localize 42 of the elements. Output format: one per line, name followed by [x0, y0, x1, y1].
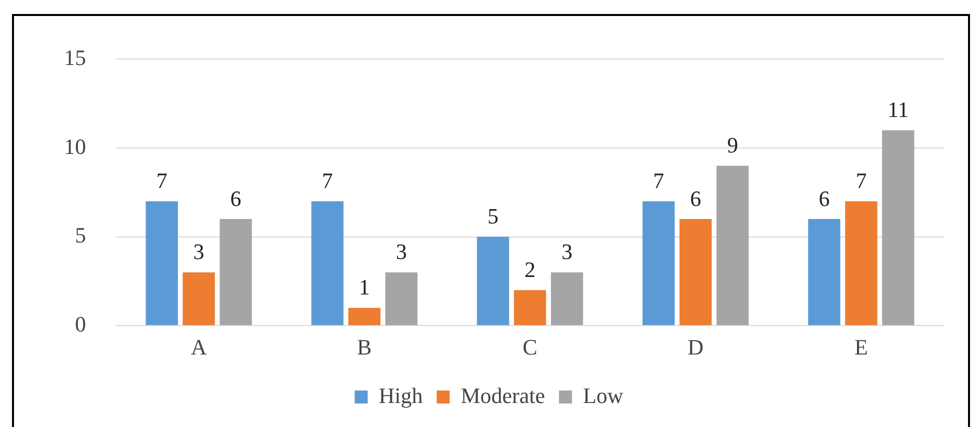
data-label: 7 — [856, 168, 867, 194]
data-label: 2 — [524, 256, 536, 282]
bar — [476, 236, 510, 326]
data-label: 6 — [818, 186, 830, 211]
data-label: 3 — [193, 239, 204, 264]
bar — [182, 272, 215, 326]
bar — [808, 219, 840, 326]
x-tick-label: A — [190, 334, 207, 360]
bar — [882, 130, 914, 326]
bar — [385, 272, 418, 326]
data-label: 5 — [488, 204, 499, 229]
legend-label: High — [378, 382, 423, 408]
x-tick-label: C — [522, 334, 538, 360]
data-label: 1 — [358, 274, 370, 300]
data-label: 7 — [156, 168, 168, 194]
data-label: 9 — [727, 132, 738, 158]
bar — [845, 201, 878, 326]
bar — [642, 201, 675, 326]
x-tick-label: E — [854, 334, 868, 360]
data-label: 7 — [653, 168, 664, 194]
bar — [680, 219, 712, 326]
y-tick-label: 5 — [75, 222, 86, 248]
bar — [550, 272, 584, 326]
bar — [348, 308, 380, 326]
bar — [311, 201, 344, 326]
legend-label: Low — [582, 382, 624, 408]
y-tick-label: 0 — [75, 311, 86, 336]
bar — [146, 201, 178, 326]
data-label: 3 — [396, 239, 407, 264]
data-label: 7 — [322, 168, 333, 194]
bar — [716, 166, 749, 326]
x-tick-label: D — [688, 334, 704, 360]
bar — [514, 290, 546, 326]
y-tick-label: 10 — [64, 134, 86, 159]
legend-label: Moderate — [460, 382, 545, 408]
y-tick-label: 15 — [64, 44, 86, 70]
x-tick-label: B — [357, 334, 372, 360]
data-label: 6 — [690, 186, 702, 211]
bar — [220, 219, 252, 326]
data-label: 11 — [888, 97, 909, 122]
data-label: 3 — [561, 239, 572, 264]
data-label: 6 — [230, 186, 242, 211]
